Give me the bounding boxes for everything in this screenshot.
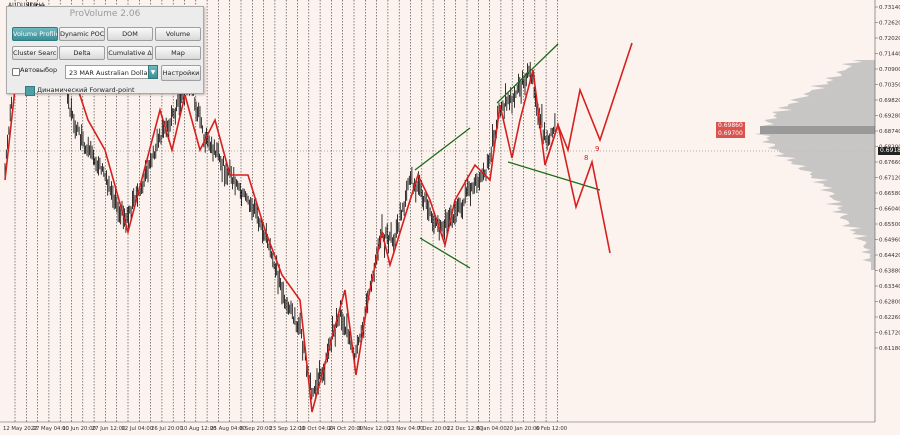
time-tick-label: 10 Aug 12:00 bbox=[181, 426, 217, 432]
channel-line bbox=[414, 127, 471, 171]
panel-button-4[interactable]: Volume bbox=[155, 27, 201, 41]
time-tick-label: 6 Jan 04:00 bbox=[477, 426, 508, 432]
time-tick-label: 8 Nov 12:00 bbox=[358, 426, 391, 432]
zigzag-waves: 98 bbox=[4, 8, 633, 413]
price-tick-label: 0.61180 bbox=[879, 346, 900, 352]
price-axis: 0.73140 0.72620 0.72020 0.71440 0.70900 0.703… bbox=[874, 0, 900, 435]
price-tick-label: 0.62800 bbox=[879, 300, 900, 306]
auto-select-label: Автовыбор bbox=[20, 66, 58, 74]
provolume-panel[interactable]: ProVolume 2.06 Volume Profile Dynamic POC… bbox=[6, 6, 204, 96]
symbol-select[interactable]: 23 MAR Australian Dollar bbox=[65, 65, 149, 79]
forward-point-label: Динамический Forward-point bbox=[37, 86, 135, 94]
channel-line bbox=[507, 161, 601, 191]
price-axis-bg bbox=[875, 0, 900, 435]
auto-select-checkbox[interactable] bbox=[12, 68, 20, 76]
time-tick-label: 10 Oct 04:00 bbox=[299, 426, 334, 432]
time-tick-label: 27 Jun 12:00 bbox=[92, 426, 126, 432]
volume-profile-shape bbox=[754, 60, 875, 270]
time-tick-label: 23 Sep 12:00 bbox=[269, 426, 305, 432]
price-tick-label: 0.63340 bbox=[879, 284, 900, 290]
channel-line bbox=[496, 43, 559, 104]
poc-label-lower: 0.69700 bbox=[716, 130, 745, 138]
time-tick-label: 12 May 2022 bbox=[3, 426, 38, 432]
panel-button-2[interactable]: Dynamic POC bbox=[59, 27, 105, 41]
panel-button-7[interactable]: Cumulative Δ bbox=[107, 46, 153, 60]
price-tick-label: 0.65500 bbox=[879, 222, 900, 228]
price-tick-label: 0.72620 bbox=[879, 21, 900, 27]
time-tick-label: 6 Feb 12:00 bbox=[536, 426, 568, 432]
wave-label: 8 bbox=[584, 154, 588, 162]
price-tick-label: 0.73140 bbox=[879, 5, 900, 11]
forward-point-toggle[interactable] bbox=[25, 86, 35, 96]
poc-bar bbox=[760, 126, 875, 134]
time-tick-label: 20 Jan 20:00 bbox=[506, 426, 540, 432]
price-tick-label: 0.68740 bbox=[879, 129, 900, 135]
price-tick-label: 0.70350 bbox=[879, 83, 900, 89]
chevron-down-icon[interactable]: ▼ bbox=[148, 65, 158, 79]
price-tick-label: 0.71440 bbox=[879, 52, 900, 58]
price-tick-label: 0.70900 bbox=[879, 67, 900, 73]
time-tick-label: 25 Aug 04:00 bbox=[210, 426, 246, 432]
zigzag-projection bbox=[544, 121, 611, 254]
poc-label-upper: 0.69860 bbox=[716, 122, 745, 130]
price-tick-label: 0.64420 bbox=[879, 253, 900, 259]
price-tick-label: 0.62260 bbox=[879, 315, 900, 321]
time-tick-label: 7 Dec 20:00 bbox=[417, 426, 450, 432]
panel-button-8[interactable]: Map bbox=[155, 46, 201, 60]
wave-label: 9 bbox=[595, 145, 599, 153]
time-tick-label: 10 Jun 20:00 bbox=[62, 426, 96, 432]
time-tick-label: 22 Dec 12:00 bbox=[447, 426, 483, 432]
time-tick-label: 27 May 04:00 bbox=[33, 426, 70, 432]
price-tick-label: 0.67120 bbox=[879, 176, 900, 182]
price-tick-label: 0.64960 bbox=[879, 238, 900, 244]
panel-button-1[interactable]: Volume Profile bbox=[12, 27, 58, 41]
symbol-label: AUDUSD,H4 bbox=[8, 2, 44, 9]
panel-button-5[interactable]: Cluster Search bbox=[12, 46, 58, 60]
price-tick-label: 0.66580 bbox=[879, 191, 900, 197]
panel-button-3[interactable]: DOM bbox=[107, 27, 153, 41]
time-tick-label: 8 Sep 20:00 bbox=[240, 426, 273, 432]
time-tick-label: 24 Oct 20:00 bbox=[329, 426, 364, 432]
settings-button[interactable]: Настройки bbox=[161, 65, 201, 81]
price-tick-label: 0.69280 bbox=[879, 114, 900, 120]
price-tick-label: 0.63880 bbox=[879, 269, 900, 275]
time-tick-label: 12 Jul 04:00 bbox=[121, 426, 153, 432]
time-tick-label: 26 Jul 20:00 bbox=[151, 426, 183, 432]
zigzag-line bbox=[4, 8, 633, 413]
volume-profile bbox=[754, 60, 875, 270]
price-tick-label: 0.72020 bbox=[879, 36, 900, 42]
trend-channels bbox=[414, 43, 601, 269]
panel-title: ProVolume 2.06 bbox=[69, 9, 141, 19]
time-tick-label: 23 Nov 04:00 bbox=[388, 426, 424, 432]
price-tick-label: 0.67660 bbox=[879, 160, 900, 166]
channel-line bbox=[419, 237, 471, 269]
price-tick-label: 0.61720 bbox=[879, 331, 900, 337]
panel-button-6[interactable]: Delta bbox=[59, 46, 105, 60]
price-tick-label: 0.66040 bbox=[879, 207, 900, 213]
current-price-tag: 0.69187 bbox=[878, 147, 900, 155]
price-tick-label: 0.69820 bbox=[879, 98, 900, 104]
